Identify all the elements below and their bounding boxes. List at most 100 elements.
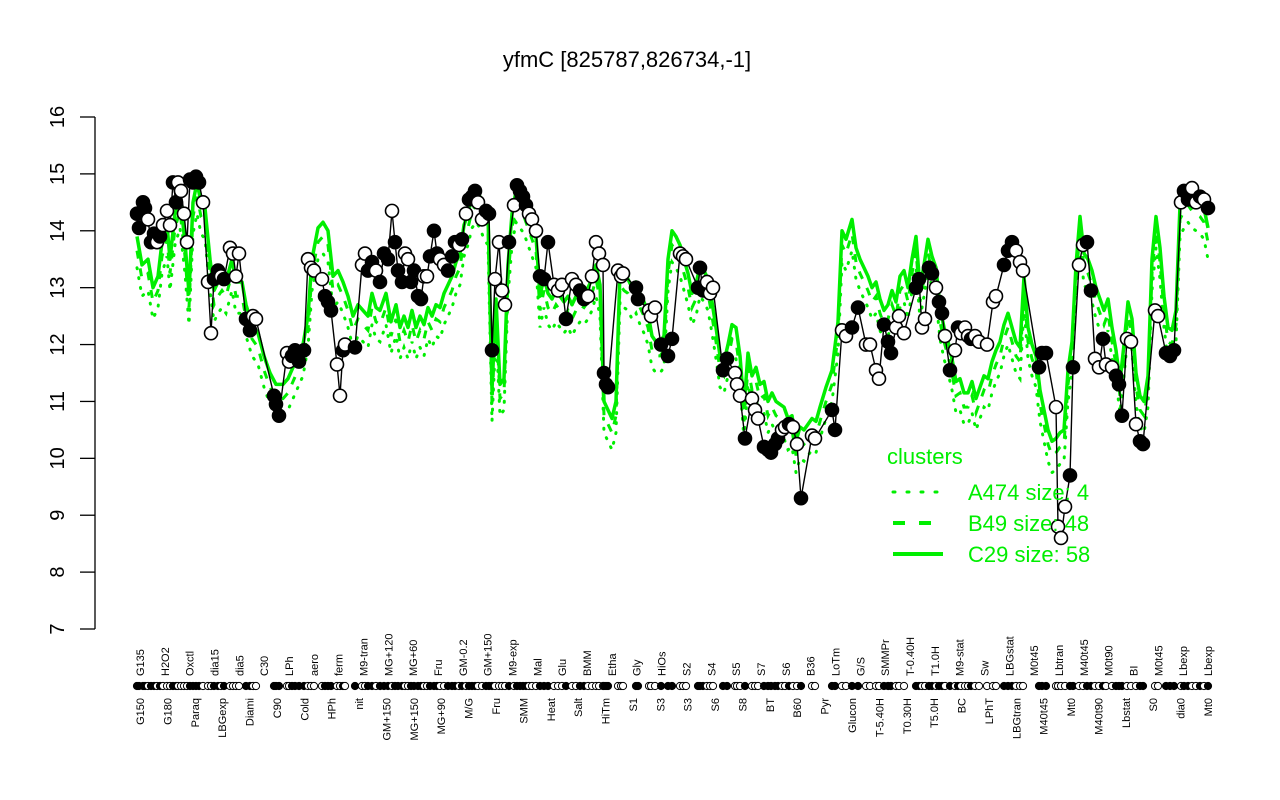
y-tick-label: 12 [47, 333, 69, 355]
data-point [458, 206, 474, 222]
data-point [1200, 200, 1216, 216]
x-label-top: HiOs [657, 651, 669, 676]
x-label-top: M9-exp [508, 639, 520, 676]
data-point [1083, 283, 1099, 298]
x-label-bottom: Mt0 [1066, 698, 1078, 716]
data-point [387, 234, 403, 250]
y-tick-label: 7 [47, 623, 69, 634]
x-label-top: BI [1128, 666, 1140, 676]
rug-point [830, 681, 840, 691]
legend-title: clusters [887, 444, 963, 469]
rug-point [708, 681, 718, 691]
x-label-bottom: dia0 [1176, 698, 1188, 719]
rug-point [633, 681, 643, 691]
x-label-bottom: G150 [135, 698, 147, 725]
x-label-bottom: GM+150 [381, 698, 393, 741]
data-point [540, 234, 556, 250]
x-label-top: H2O2 [160, 647, 172, 676]
data-point [1062, 468, 1078, 483]
data-point [1038, 345, 1054, 361]
data-point [615, 266, 631, 281]
y-axis: 7 8 9 10 11 12 13 14 15 16 [47, 106, 96, 635]
rug-point [1203, 681, 1213, 691]
data-point [600, 379, 616, 395]
x-label-top: B36 [806, 656, 818, 676]
x-label-top: M0t45 [1029, 645, 1041, 676]
data-point [323, 303, 339, 318]
data-point [979, 337, 995, 352]
rug-point [309, 681, 319, 691]
legend-entry-c29: C29 size: 58 [968, 542, 1090, 567]
data-point [140, 212, 156, 227]
x-label-top: Lbtran [1054, 645, 1066, 676]
data-point [1135, 436, 1151, 452]
data-point [664, 331, 680, 347]
x-label-top: Lbexp [1203, 646, 1215, 676]
x-label-top: S7 [756, 663, 768, 676]
data-point [176, 206, 192, 222]
x-label-bottom: HiTm [601, 698, 613, 724]
x-label-top: G/S [855, 657, 867, 676]
x-label-bottom: B60 [792, 698, 804, 718]
rug-point [251, 681, 261, 691]
rug-point [681, 681, 691, 691]
data-point [242, 323, 258, 338]
x-label-bottom: Pyr [820, 698, 832, 715]
x-label-bottom: S3 [655, 698, 667, 711]
data-point [440, 263, 456, 278]
rug-point [656, 681, 666, 691]
chart-title: yfmC [825787,826734,-1] [503, 47, 751, 72]
x-label-top: GM-0.2 [458, 639, 470, 676]
x-label-bottom: G180 [162, 698, 174, 725]
data-point [1079, 234, 1095, 250]
data-point [372, 274, 388, 290]
data-point [494, 283, 510, 298]
data-point [1123, 334, 1139, 350]
data-point [179, 234, 195, 250]
rug-point [853, 681, 863, 691]
x-label-bottom: S6 [710, 698, 722, 711]
x-label-bottom: BT [765, 698, 777, 712]
rug-point [618, 681, 628, 691]
data-point [789, 436, 805, 452]
data-point [216, 271, 232, 287]
x-label-bottom: Fru [491, 698, 503, 715]
data-point [595, 257, 611, 273]
x-label-top: LBGstat [1004, 636, 1016, 676]
x-label-bottom: Mt0 [1203, 698, 1215, 716]
x-label-top: T1.0H [930, 646, 942, 676]
y-tick-label: 15 [47, 163, 69, 185]
x-label-top: LPh [284, 656, 296, 676]
data-point [329, 357, 345, 372]
data-point [1053, 530, 1069, 546]
x-label-bottom: Lbstat [1121, 698, 1133, 728]
x-label-top: Gly [632, 659, 644, 676]
x-label-top: M9-stat [955, 639, 967, 676]
data-point [660, 348, 676, 364]
data-point [793, 490, 809, 506]
rug-point [350, 681, 360, 691]
x-label-bottom: S1 [628, 698, 640, 711]
data-point [937, 328, 953, 344]
x-label-top: T-0.40H [905, 637, 917, 676]
data-point [827, 422, 843, 438]
x-label-top: SMMPr [880, 639, 892, 676]
x-label-top: GM+150 [483, 634, 495, 677]
x-label-bottom: Diami [245, 698, 257, 726]
x-label-bottom: M/G [464, 698, 476, 719]
x-label-bottom: T-5.40H [874, 698, 886, 737]
x-label-top: C30 [259, 656, 271, 676]
data-point [862, 337, 878, 352]
data-point [942, 362, 958, 378]
data-point [444, 249, 460, 264]
rug-point [1153, 681, 1163, 691]
x-label-bottom: LPhT [984, 698, 996, 725]
x-label-top: MG+120 [383, 634, 395, 677]
data-point [917, 311, 933, 327]
data-point [896, 325, 912, 341]
y-tick-label: 11 [47, 391, 69, 412]
x-label-top: Sw [979, 661, 991, 676]
cluster-lines [135, 180, 1210, 475]
